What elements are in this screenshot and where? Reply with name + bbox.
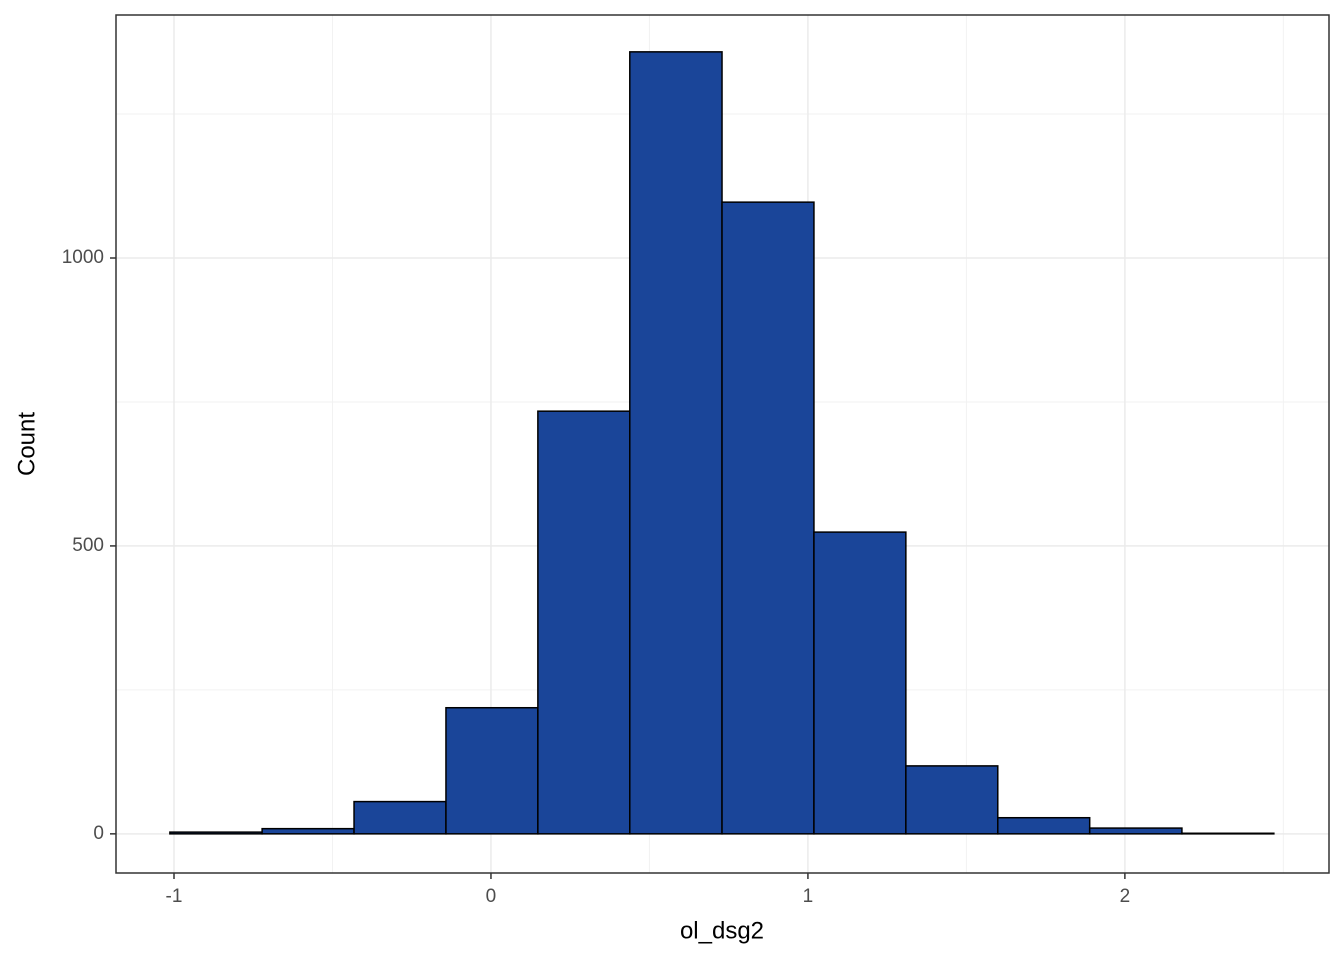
y-tick-label: 1000 (62, 247, 104, 268)
y-axis-title: Count (13, 412, 40, 476)
bar (445, 706, 539, 835)
bar (997, 816, 1091, 835)
bar (813, 531, 907, 835)
bar (1088, 827, 1183, 835)
x-tick-label: 0 (486, 886, 497, 907)
panel-border (115, 14, 1330, 874)
bar (353, 800, 447, 835)
bar (261, 827, 355, 835)
bar (905, 765, 999, 835)
bar (169, 831, 263, 835)
x-tick-label: 2 (1120, 886, 1131, 907)
y-tick-label: 0 (93, 823, 104, 844)
bar (1181, 832, 1275, 835)
x-tick-label: -1 (166, 886, 183, 907)
bar (629, 51, 723, 835)
y-tick-label: 500 (72, 535, 104, 556)
x-axis-title: ol_dsg2 (680, 917, 764, 944)
bar (537, 410, 631, 835)
bar (721, 201, 815, 835)
x-tick-label: 1 (803, 886, 814, 907)
